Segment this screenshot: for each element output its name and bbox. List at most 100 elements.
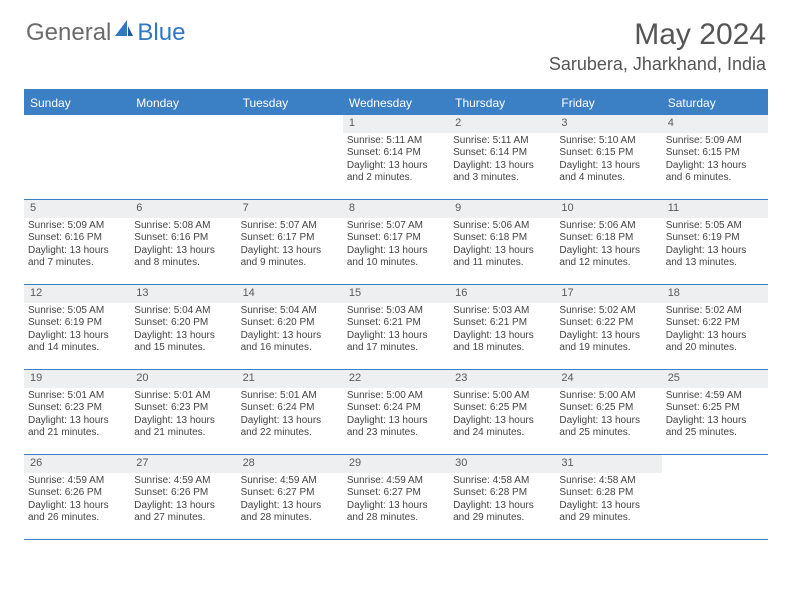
daylight-text: Daylight: 13 hours and 28 minutes. <box>347 500 445 525</box>
daylight-text: Daylight: 13 hours and 18 minutes. <box>453 330 551 355</box>
day-number: 4 <box>662 115 768 133</box>
daylight-text: Daylight: 13 hours and 7 minutes. <box>28 245 126 270</box>
brand-logo: General Blue <box>26 18 185 47</box>
day-number: 12 <box>24 285 130 303</box>
daylight-text: Daylight: 13 hours and 12 minutes. <box>559 245 657 270</box>
sunrise-text: Sunrise: 5:01 AM <box>134 390 232 403</box>
header: General Blue May 2024 Sarubera, Jharkhan… <box>0 0 792 83</box>
sunrise-text: Sunrise: 4:59 AM <box>28 475 126 488</box>
sunset-text: Sunset: 6:26 PM <box>134 487 232 500</box>
day-details: Sunrise: 4:59 AMSunset: 6:26 PMDaylight:… <box>24 475 130 529</box>
sunrise-text: Sunrise: 5:09 AM <box>666 135 764 148</box>
sunset-text: Sunset: 6:14 PM <box>347 147 445 160</box>
day-number: 28 <box>237 455 343 473</box>
calendar-cell: 6Sunrise: 5:08 AMSunset: 6:16 PMDaylight… <box>130 200 236 284</box>
sunrise-text: Sunrise: 5:09 AM <box>28 220 126 233</box>
sunrise-text: Sunrise: 5:03 AM <box>453 305 551 318</box>
daylight-text: Daylight: 13 hours and 10 minutes. <box>347 245 445 270</box>
day-number: 14 <box>237 285 343 303</box>
calendar-cell: 4 Sunrise: 5:09 AMSunset: 6:15 PMDaylight… <box>662 115 768 199</box>
calendar-cell: 16Sunrise: 5:03 AMSunset: 6:21 PMDayligh… <box>449 285 555 369</box>
day-number: 9 <box>449 200 555 218</box>
day-number: 13 <box>130 285 236 303</box>
day-number: 17 <box>555 285 661 303</box>
sunrise-text: Sunrise: 5:02 AM <box>559 305 657 318</box>
sunset-text: Sunset: 6:25 PM <box>666 402 764 415</box>
sunrise-text: Sunrise: 5:00 AM <box>559 390 657 403</box>
title-block: May 2024 Sarubera, Jharkhand, India <box>549 18 766 75</box>
sunrise-text: Sunrise: 5:07 AM <box>241 220 339 233</box>
day-headers-row: Sunday Monday Tuesday Wednesday Thursday… <box>24 91 768 115</box>
daylight-text: Daylight: 13 hours and 25 minutes. <box>666 415 764 440</box>
calendar-cell: 0 <box>24 115 130 199</box>
sunrise-text: Sunrise: 4:58 AM <box>453 475 551 488</box>
day-header-sun: Sunday <box>24 91 130 115</box>
sunset-text: Sunset: 6:16 PM <box>134 232 232 245</box>
day-details: Sunrise: 5:05 AMSunset: 6:19 PMDaylight:… <box>24 305 130 359</box>
sunset-text: Sunset: 6:15 PM <box>559 147 657 160</box>
calendar-cell: 14Sunrise: 5:04 AMSunset: 6:20 PMDayligh… <box>237 285 343 369</box>
day-number: 21 <box>237 370 343 388</box>
calendar-cell: 25Sunrise: 4:59 AMSunset: 6:25 PMDayligh… <box>662 370 768 454</box>
sunrise-text: Sunrise: 4:58 AM <box>559 475 657 488</box>
daylight-text: Daylight: 13 hours and 27 minutes. <box>134 500 232 525</box>
daylight-text: Daylight: 13 hours and 19 minutes. <box>559 330 657 355</box>
day-number: 18 <box>662 285 768 303</box>
sunset-text: Sunset: 6:27 PM <box>347 487 445 500</box>
sunset-text: Sunset: 6:17 PM <box>241 232 339 245</box>
day-details: Sunrise: 5:07 AMSunset: 6:17 PMDaylight:… <box>343 220 449 274</box>
daylight-text: Daylight: 13 hours and 15 minutes. <box>134 330 232 355</box>
daylight-text: Daylight: 13 hours and 16 minutes. <box>241 330 339 355</box>
sunset-text: Sunset: 6:24 PM <box>347 402 445 415</box>
sunset-text: Sunset: 6:27 PM <box>241 487 339 500</box>
day-details: Sunrise: 5:01 AMSunset: 6:23 PMDaylight:… <box>130 390 236 444</box>
sunrise-text: Sunrise: 5:03 AM <box>347 305 445 318</box>
daylight-text: Daylight: 13 hours and 13 minutes. <box>666 245 764 270</box>
daylight-text: Daylight: 13 hours and 28 minutes. <box>241 500 339 525</box>
sunset-text: Sunset: 6:18 PM <box>559 232 657 245</box>
calendar-cell: 8Sunrise: 5:07 AMSunset: 6:17 PMDaylight… <box>343 200 449 284</box>
calendar-cell: 15Sunrise: 5:03 AMSunset: 6:21 PMDayligh… <box>343 285 449 369</box>
calendar-cell: 3Sunrise: 5:10 AMSunset: 6:15 PMDaylight… <box>555 115 661 199</box>
day-details: Sunrise: 5:09 AMSunset: 6:15 PMDaylight:… <box>662 135 768 189</box>
day-details: Sunrise: 5:01 AMSunset: 6:23 PMDaylight:… <box>24 390 130 444</box>
calendar-cell: 2Sunrise: 5:11 AMSunset: 6:14 PMDaylight… <box>449 115 555 199</box>
day-number: 11 <box>662 200 768 218</box>
daylight-text: Daylight: 13 hours and 21 minutes. <box>134 415 232 440</box>
sunrise-text: Sunrise: 5:06 AM <box>559 220 657 233</box>
sunrise-text: Sunrise: 4:59 AM <box>134 475 232 488</box>
day-header-tue: Tuesday <box>237 91 343 115</box>
calendar-cell: 11Sunrise: 5:05 AMSunset: 6:19 PMDayligh… <box>662 200 768 284</box>
day-details: Sunrise: 4:59 AMSunset: 6:27 PMDaylight:… <box>343 475 449 529</box>
calendar-cell: 29Sunrise: 4:59 AMSunset: 6:27 PMDayligh… <box>343 455 449 539</box>
sunrise-text: Sunrise: 5:04 AM <box>241 305 339 318</box>
day-details: Sunrise: 5:03 AMSunset: 6:21 PMDaylight:… <box>343 305 449 359</box>
day-number: 26 <box>24 455 130 473</box>
day-details: Sunrise: 5:06 AMSunset: 6:18 PMDaylight:… <box>555 220 661 274</box>
calendar-cell: 17 Sunrise: 5:02 AMSunset: 6:22 PMDayligh… <box>555 285 661 369</box>
location: Sarubera, Jharkhand, India <box>549 54 766 75</box>
day-details: Sunrise: 5:07 AMSunset: 6:17 PMDaylight:… <box>237 220 343 274</box>
day-number: 24 <box>555 370 661 388</box>
calendar-cell: 20Sunrise: 5:01 AMSunset: 6:23 PMDayligh… <box>130 370 236 454</box>
daylight-text: Daylight: 13 hours and 2 minutes. <box>347 160 445 185</box>
daylight-text: Daylight: 13 hours and 21 minutes. <box>28 415 126 440</box>
calendar: Sunday Monday Tuesday Wednesday Thursday… <box>24 89 768 540</box>
sunset-text: Sunset: 6:16 PM <box>28 232 126 245</box>
sunrise-text: Sunrise: 5:04 AM <box>134 305 232 318</box>
day-details: Sunrise: 5:04 AMSunset: 6:20 PMDaylight:… <box>130 305 236 359</box>
calendar-cell: 19Sunrise: 5:01 AMSunset: 6:23 PMDayligh… <box>24 370 130 454</box>
sunrise-text: Sunrise: 5:01 AM <box>28 390 126 403</box>
calendar-week: 19Sunrise: 5:01 AMSunset: 6:23 PMDayligh… <box>24 370 768 455</box>
calendar-week: 26Sunrise: 4:59 AMSunset: 6:26 PMDayligh… <box>24 455 768 540</box>
calendar-cell: 31Sunrise: 4:58 AMSunset: 6:28 PMDayligh… <box>555 455 661 539</box>
sunset-text: Sunset: 6:25 PM <box>559 402 657 415</box>
sunrise-text: Sunrise: 5:05 AM <box>28 305 126 318</box>
sunset-text: Sunset: 6:14 PM <box>453 147 551 160</box>
sunset-text: Sunset: 6:21 PM <box>347 317 445 330</box>
sunrise-text: Sunrise: 5:06 AM <box>453 220 551 233</box>
day-details: Sunrise: 5:02 AMSunset: 6:22 PMDaylight:… <box>555 305 661 359</box>
sunset-text: Sunset: 6:26 PM <box>28 487 126 500</box>
calendar-cell: 27Sunrise: 4:59 AMSunset: 6:26 PMDayligh… <box>130 455 236 539</box>
day-details: Sunrise: 5:00 AMSunset: 6:25 PMDaylight:… <box>449 390 555 444</box>
